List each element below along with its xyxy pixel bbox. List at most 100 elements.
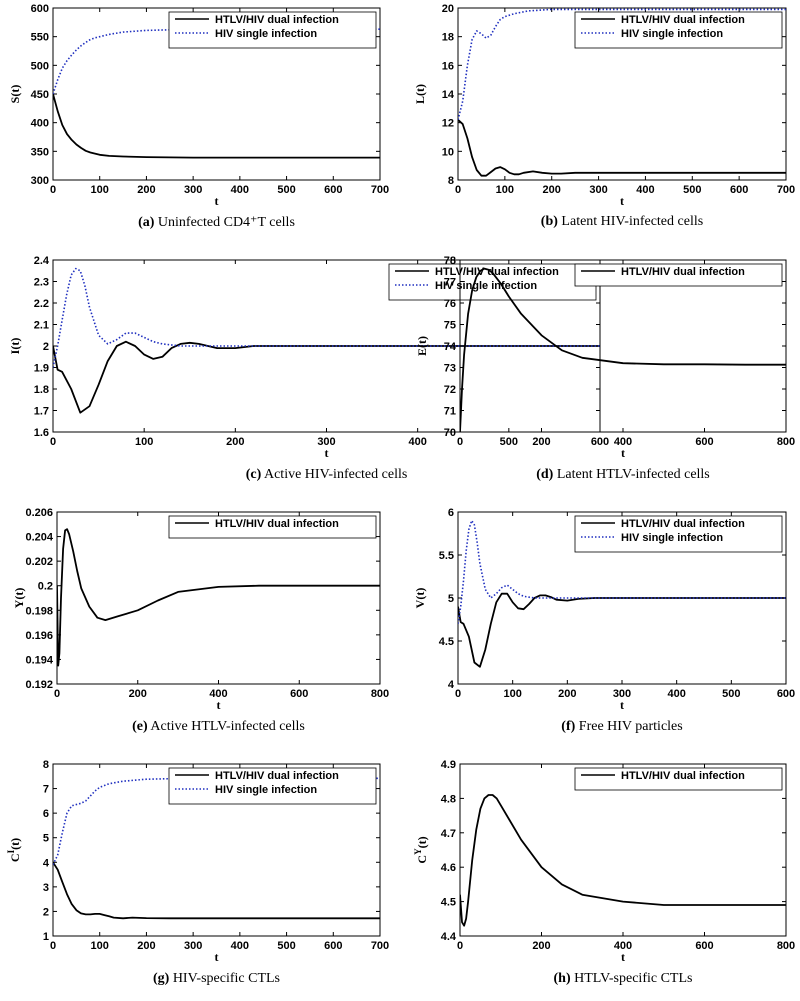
panel-f-xtick-label: 0 — [455, 688, 461, 700]
panel-b-ytick-label: 16 — [442, 60, 454, 72]
panel-a-ylabel: S(t) — [8, 85, 22, 104]
panel-f-legend-label: HTLV/HIV dual infection — [621, 518, 745, 530]
panel-a-ytick-label: 350 — [31, 146, 49, 158]
panel-f-xtick-label: 500 — [722, 688, 740, 700]
panel-h-ytick-label: 4.6 — [441, 862, 456, 874]
panel-d-caption-text: Latent HTLV-infected cells — [553, 467, 710, 482]
panel-h-caption-text: HTLV-specific CTLs — [570, 971, 693, 986]
panel-a-xtick-label: 100 — [91, 184, 109, 196]
panel-c-ytick-label: 2.4 — [34, 255, 50, 267]
panel-g: 0 100 200 300 400 500 600 700 1 2 3 4 5 6 7 8 t CI(t) HTLV… — [6, 759, 389, 964]
panel-a-ytick-label: 450 — [31, 89, 49, 101]
panel-a-xtick-label: 600 — [324, 184, 342, 196]
panel-e-legend — [168, 515, 377, 539]
panel-g-xtick-label: 500 — [277, 940, 295, 952]
panel-f-xtick-label: 300 — [613, 688, 631, 700]
panel-a-xlabel: t — [215, 194, 219, 208]
panel-b-legend-label: HIV single infection — [621, 28, 723, 40]
panel-a-caption-letter: (a) — [138, 215, 155, 230]
panel-a-xtick-label: 500 — [277, 184, 295, 196]
panel-g-ytick-label: 6 — [43, 808, 49, 820]
panel-c-xtick-label: 200 — [226, 436, 244, 448]
panel-f-caption-letter: (f) — [561, 719, 576, 734]
panel-b-legend-label: HTLV/HIV dual infection — [621, 14, 745, 26]
panel-f-xtick-label: 600 — [777, 688, 795, 700]
panel-d-ytick-label: 76 — [444, 298, 456, 310]
panel-g-ytick-label: 1 — [43, 931, 49, 943]
panel-e-xtick-label: 600 — [290, 688, 308, 700]
panel-g-ytick-label: 4 — [43, 857, 50, 869]
panel-b-ytick-label: 12 — [442, 118, 454, 130]
panel-f-xlabel: t — [620, 698, 624, 712]
panel-c-legend-label: HTLV/HIV dual infection — [435, 266, 559, 278]
panel-h-ytick-label: 4.7 — [441, 828, 456, 840]
panel-h-xtick-label: 0 — [457, 940, 463, 952]
panel-g-caption: (g) HIV-specific CTLs — [17, 971, 417, 987]
panel-c-caption: (c) Active HIV-infected cells — [127, 467, 527, 483]
panel-d-ytick-label: 77 — [444, 277, 456, 289]
panel-a-ytick-label: 300 — [31, 175, 49, 187]
panel-d-xtick-label: 400 — [614, 436, 632, 448]
panel-h-ytick-label: 4.4 — [441, 931, 457, 943]
panel-a-xtick-label: 700 — [371, 184, 389, 196]
panel-g-xtick-label: 200 — [137, 940, 155, 952]
panel-e-caption-text: Active HTLV-infected cells — [147, 719, 305, 734]
panel-c-caption-text: Active HIV-infected cells — [261, 467, 408, 482]
panel-b-xtick-label: 500 — [683, 184, 701, 196]
panel-a-ytick-label: 500 — [31, 60, 49, 72]
panel-g-ytick-label: 8 — [43, 759, 49, 771]
panel-f-ylabel: V(t) — [413, 588, 427, 609]
panel-c-xtick-label: 500 — [500, 436, 518, 448]
panel-e-ytick-label: 0.196 — [25, 630, 53, 642]
panel-d-legend-label: HTLV/HIV dual infection — [621, 266, 745, 278]
panel-c-ytick-label: 1.6 — [34, 427, 49, 439]
panel-d-xtick-label: 0 — [457, 436, 463, 448]
panel-a-caption: (a) Uninfected CD4⁺T cells — [17, 214, 417, 231]
panel-b-xtick-label: 0 — [455, 184, 461, 196]
panel-a-xtick-label: 300 — [184, 184, 202, 196]
panel-g-xtick-label: 600 — [324, 940, 342, 952]
panel-f-ytick-label: 4 — [448, 679, 455, 691]
panel-h-xtick-label: 200 — [532, 940, 550, 952]
panel-h-legend-label: HTLV/HIV dual infection — [621, 770, 745, 782]
panel-d-ytick-label: 78 — [444, 255, 456, 267]
panel-h-caption: (h) HTLV-specific CTLs — [423, 971, 800, 987]
panel-c-ylabel: I(t) — [8, 338, 22, 355]
panel-e-caption-letter: (e) — [132, 719, 148, 734]
panel-d-xtick-label: 600 — [695, 436, 713, 448]
panel-e-xtick-label: 800 — [371, 688, 389, 700]
panel-d: 0 200 400 600 800 70 71 72 73 74 75 76 77 78 t E(t) HTLV… — [415, 255, 795, 460]
panel-f-legend — [574, 515, 783, 553]
panel-b-ytick-label: 8 — [448, 175, 454, 187]
panel-e-legend-label: HTLV/HIV dual infection — [215, 518, 339, 530]
panel-b-xtick-label: 600 — [730, 184, 748, 196]
panel-a-xtick-label: 400 — [231, 184, 249, 196]
panel-a-series-dual — [53, 93, 380, 159]
panel-b: 0 100 200 300 400 500 600 700 8 10 12 14 16 18 20 t L(t)… — [413, 3, 795, 208]
panel-c-ytick-label: 2.3 — [34, 277, 49, 289]
panel-c-series-dual — [53, 340, 600, 414]
panel-d-xlabel: t — [621, 446, 625, 460]
panel-d-ytick-label: 73 — [444, 363, 456, 375]
panel-a-ytick-label: 400 — [31, 118, 49, 130]
panel-h-series-dual — [460, 794, 786, 927]
panel-a-legend-label: HTLV/HIV dual infection — [215, 14, 339, 26]
panel-c-ytick-label: 2 — [43, 341, 49, 353]
panel-b-series-hiv-single — [458, 8, 786, 120]
panel-f-ytick-label: 5 — [448, 593, 454, 605]
panel-d-caption: (d) Latent HTLV-infected cells — [423, 467, 800, 483]
panel-b-ytick-label: 18 — [442, 32, 454, 44]
panel-g-series-dual — [53, 861, 380, 920]
panel-f-xtick-label: 400 — [667, 688, 685, 700]
panel-b-xtick-label: 200 — [543, 184, 561, 196]
panel-e-series-dual — [57, 528, 380, 667]
panel-e-ytick-label: 0.192 — [25, 679, 53, 691]
panel-a-ytick-label: 550 — [31, 32, 49, 44]
panel-f-caption-text: Free HIV particles — [575, 719, 683, 734]
panel-d-ytick-label: 72 — [444, 384, 456, 396]
panel-b-series-dual — [458, 119, 786, 177]
panel-a-caption-text: Uninfected CD4⁺T cells — [154, 215, 295, 230]
panel-h-xtick-label: 600 — [695, 940, 713, 952]
panel-a: 0 100 200 300 400 500 600 700 300 350 400 450 500 550… — [8, 3, 389, 208]
